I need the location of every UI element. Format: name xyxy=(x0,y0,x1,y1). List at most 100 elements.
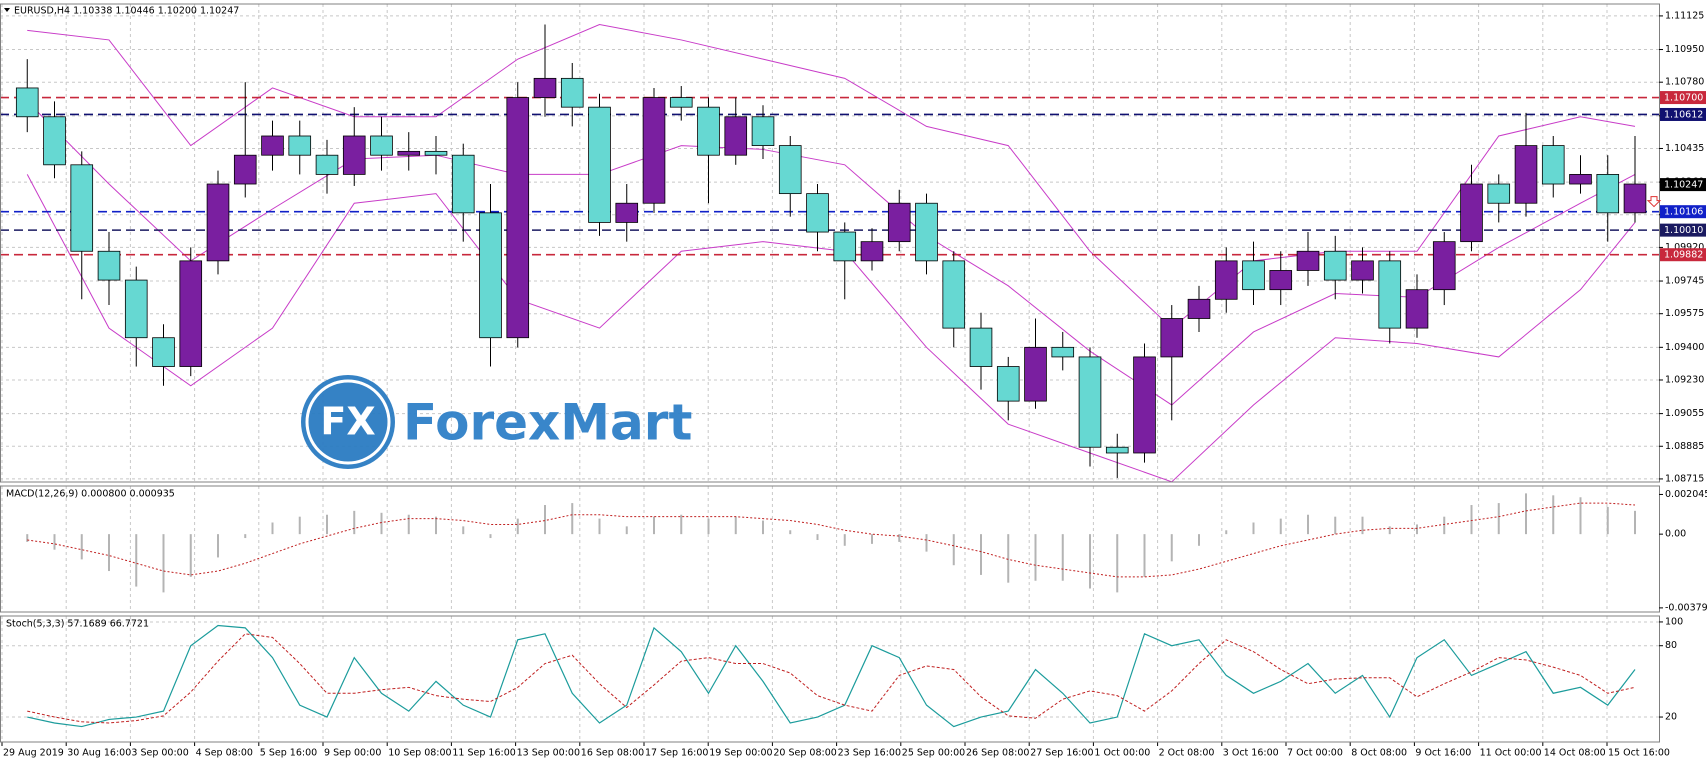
macd-bar xyxy=(1634,510,1636,535)
candle-body xyxy=(1514,145,1538,204)
macd-bar xyxy=(1388,526,1391,535)
macd-bar xyxy=(1579,497,1582,535)
panel-frame xyxy=(0,615,1660,743)
candle-body xyxy=(1296,250,1320,271)
macd-bar xyxy=(162,534,165,593)
macd-bar xyxy=(516,518,519,535)
candle-body xyxy=(451,154,475,214)
macd-bar xyxy=(898,534,901,542)
x-tick-label: 30 Aug 16:00 xyxy=(67,748,131,759)
macd-bar xyxy=(244,534,247,539)
macd-bar xyxy=(680,514,683,535)
macd-bar xyxy=(298,516,301,535)
x-tick-label: 19 Sep 00:00 xyxy=(709,748,772,759)
macd-bar xyxy=(1007,534,1010,583)
macd-bar xyxy=(1497,503,1500,535)
candle-body xyxy=(969,327,993,367)
macd-bar xyxy=(1525,493,1527,535)
x-tick-label: 14 Oct 08:00 xyxy=(1544,748,1606,759)
logo-text: ForexMart xyxy=(403,394,692,452)
candle-body xyxy=(1078,356,1102,448)
macd-bar xyxy=(1061,534,1064,581)
y-tick-label: 1.09400 xyxy=(1665,342,1704,353)
x-tick-label: 2 Oct 08:00 xyxy=(1159,748,1215,759)
macd-bar xyxy=(843,534,846,546)
macd-bar xyxy=(1361,516,1364,535)
macd-bar xyxy=(435,516,437,535)
y-tick-label: 1.08715 xyxy=(1665,473,1704,484)
level-label: 1.10700 xyxy=(1664,93,1703,104)
candle-body xyxy=(642,97,666,204)
y-tick-label: 1.09745 xyxy=(1665,276,1704,287)
macd-bar xyxy=(271,522,274,535)
macd-bar xyxy=(489,534,492,539)
macd-bar xyxy=(544,505,546,535)
y-tick-label: 100 xyxy=(1665,616,1683,627)
x-tick-label: 29 Aug 2019 xyxy=(3,748,64,759)
candle-body xyxy=(533,77,557,98)
macd-bar xyxy=(108,534,110,572)
candle-body xyxy=(1541,145,1565,185)
x-tick-label: 11 Sep 16:00 xyxy=(452,748,515,759)
candle-body xyxy=(124,279,148,339)
y-tick-label: 20 xyxy=(1665,712,1677,723)
level-label: 1.09882 xyxy=(1664,250,1703,261)
x-tick-label: 23 Sep 16:00 xyxy=(838,748,901,759)
y-tick-label: 1.09230 xyxy=(1665,374,1704,385)
price-arrow xyxy=(1646,196,1662,208)
candle-body xyxy=(806,193,829,233)
last-price-label: 1.10247 xyxy=(1664,180,1703,191)
candle-body xyxy=(1024,346,1047,402)
macd-bar xyxy=(1606,506,1609,535)
candle-body xyxy=(669,97,693,108)
macd-bar xyxy=(326,514,328,535)
watermark: FX ForexMart xyxy=(301,375,692,469)
macd-signal xyxy=(27,502,1636,578)
y-tick-label: 1.10780 xyxy=(1665,77,1704,88)
candle-body xyxy=(1214,260,1238,300)
candle-body xyxy=(70,164,94,252)
macd-bar xyxy=(1034,534,1037,581)
grid-layer xyxy=(0,4,1659,742)
macd-bar xyxy=(653,516,655,535)
level-tag xyxy=(1660,91,1706,105)
candle-body xyxy=(43,116,66,166)
indicator-title: MACD(12,26,9) 0.000800 0.000935 xyxy=(6,489,175,500)
macd-bar xyxy=(1143,534,1146,577)
macd-bar xyxy=(80,534,83,560)
panel-frame xyxy=(0,485,1660,613)
candle-body xyxy=(1378,260,1402,329)
y-tick-label: 0.00 xyxy=(1665,529,1686,540)
stoch-signal xyxy=(27,633,1636,724)
x-tick-label: 13 Sep 00:00 xyxy=(517,748,580,759)
candle-body xyxy=(996,366,1020,402)
macd-bar xyxy=(26,534,29,542)
x-tick-label: 16 Sep 08:00 xyxy=(581,748,644,759)
macd-bar xyxy=(762,520,764,535)
level-tag xyxy=(1660,223,1706,237)
macd-bar xyxy=(1552,495,1555,535)
macd-bar xyxy=(734,516,737,535)
candle-body xyxy=(1133,356,1156,454)
macd-bar xyxy=(1279,518,1282,535)
x-tick-label: 15 Oct 16:00 xyxy=(1608,748,1670,759)
candle-body xyxy=(179,260,203,367)
candle-body xyxy=(588,106,611,223)
candle-body xyxy=(1596,174,1620,214)
x-tick-label: 11 Oct 00:00 xyxy=(1480,748,1542,759)
macd-bar xyxy=(789,530,792,535)
y-tick-label: 1.09575 xyxy=(1665,308,1704,319)
x-tick-label: 9 Oct 16:00 xyxy=(1415,748,1471,759)
macd-bar xyxy=(1334,516,1337,535)
y-tick-label: 1.09055 xyxy=(1665,408,1704,419)
x-tick-label: 27 Sep 16:00 xyxy=(1030,748,1093,759)
candle-body xyxy=(397,150,421,156)
candle-body xyxy=(342,135,366,175)
plot-layer xyxy=(0,24,1659,728)
candle-body xyxy=(15,87,39,118)
macd-bar xyxy=(1225,530,1228,535)
macd-bar xyxy=(1470,505,1473,535)
macd-bar xyxy=(135,534,138,587)
candle-body xyxy=(1623,183,1647,214)
